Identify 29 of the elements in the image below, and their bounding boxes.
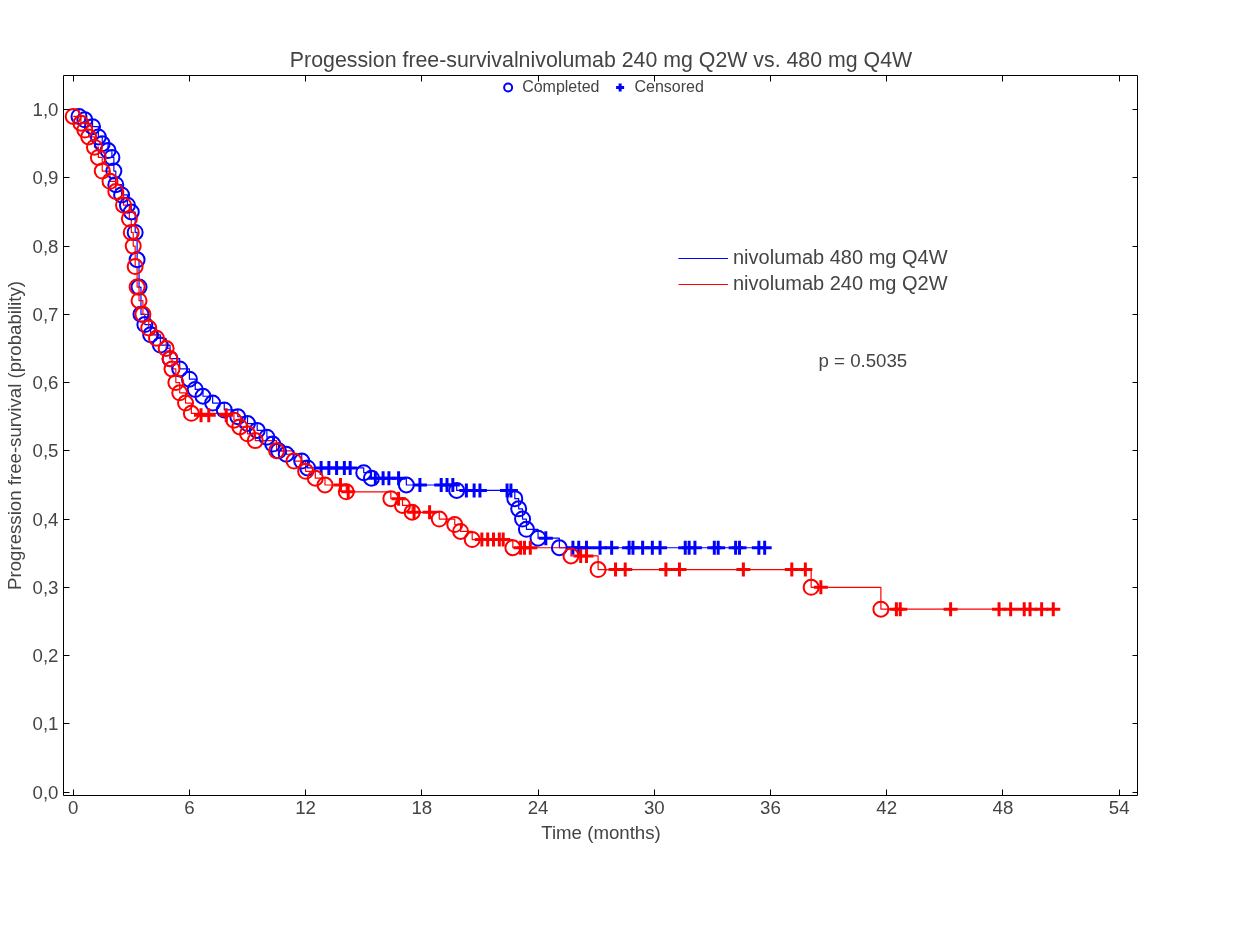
x-tick-label: 42	[876, 796, 898, 818]
y-tick-label: 0,8	[32, 235, 59, 257]
y-tick-label: 0,9	[32, 167, 59, 189]
y-tick-label: 0,4	[32, 508, 59, 530]
x-tick-label: 54	[1108, 796, 1130, 818]
chart-title: Progession free-survivalnivolumab 240 mg Q2W vs. 480 mg Q4W	[289, 47, 914, 72]
y-tick-label: 1,0	[32, 99, 59, 121]
y-tick-label: 0,1	[32, 713, 59, 735]
y-tick-label: 0,5	[32, 440, 59, 462]
x-tick-label: 36	[760, 796, 781, 818]
x-tick-label: 24	[527, 796, 549, 818]
x-tick-label: 6	[184, 796, 195, 818]
legend-label: Censored	[634, 78, 704, 96]
y-tick-label: 0,0	[32, 781, 59, 803]
y-tick-label: 0,7	[32, 303, 59, 325]
x-axis-title: Time (months)	[541, 821, 661, 843]
legend-label: Completed	[522, 78, 600, 96]
legend-label: nivolumab 240 mg Q2W	[733, 272, 948, 295]
x-tick-label: 12	[295, 796, 317, 818]
annotation: p = 0.5035	[818, 349, 908, 371]
y-tick-label: 0,3	[32, 576, 59, 598]
y-axis-title: Progression free-survival (probability)	[3, 281, 25, 590]
x-tick-label: 18	[411, 796, 433, 818]
y-tick-label: 0,2	[32, 645, 59, 667]
x-tick-label: 0	[68, 796, 79, 818]
legend-label: nivolumab 480 mg Q4W	[733, 246, 948, 269]
y-tick-label: 0,6	[32, 372, 59, 394]
x-tick-label: 48	[992, 796, 1014, 818]
x-tick-label: 30	[643, 796, 665, 818]
